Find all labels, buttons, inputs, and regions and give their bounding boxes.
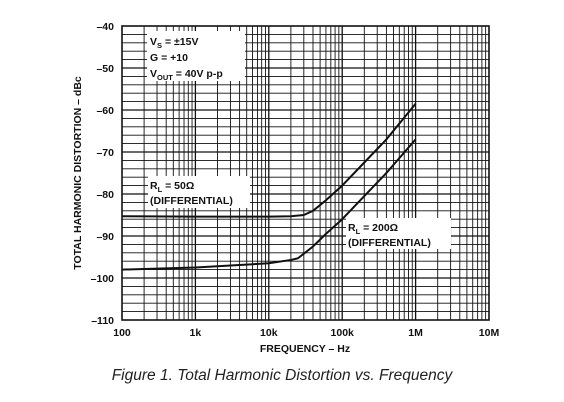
gain-condition: G = +10 — [150, 52, 188, 64]
label-rl-50-value: RL = 50Ω — [150, 180, 194, 194]
label-rl-200-background — [346, 218, 451, 249]
y-tick-label: –50 — [96, 63, 114, 75]
y-tick-label: –100 — [91, 273, 115, 285]
label-rl-200-note: (DIFFERENTIAL) — [348, 237, 431, 249]
label-rl-200: RL = 200Ω (DIFFERENTIAL) — [346, 218, 451, 249]
x-tick-label: 100 — [113, 327, 131, 339]
x-tick-label: 1k — [190, 327, 202, 339]
x-tick-labels: 100 1k 10k 100k 1M 10M — [113, 327, 499, 339]
label-rl-50-note: (DIFFERENTIAL) — [150, 195, 233, 207]
vout-condition: VOUT = 40V p-p — [150, 68, 223, 82]
y-tick-label: –110 — [91, 315, 114, 327]
test-conditions: VS = ±15V G = +10 VOUT = 40V p-p — [147, 31, 245, 82]
vs-condition: VS = ±15V — [150, 36, 198, 50]
series-line-rl-50 — [121, 103, 417, 218]
figure-caption: Figure 1. Total Harmonic Distortion vs. … — [111, 367, 453, 384]
y-tick-label: –90 — [96, 231, 114, 243]
x-axis-title: FREQUENCY – Hz — [260, 343, 350, 355]
series-line-rl-200 — [121, 138, 417, 271]
y-tick-label: –60 — [96, 105, 114, 117]
x-tick-label: 10M — [479, 327, 500, 339]
x-tick-label: 10k — [260, 327, 278, 339]
y-tick-label: –70 — [96, 147, 114, 159]
label-rl-50: RL = 50Ω (DIFFERENTIAL) — [148, 176, 250, 208]
y-tick-labels: –40 –50 –60 –70 –80 –90 –100 –110 — [91, 21, 115, 327]
plot-frame — [121, 25, 490, 321]
y-tick-label: –80 — [96, 189, 114, 201]
y-axis-title: TOTAL HARMONIC DISTORTION – dBc — [72, 76, 84, 270]
label-rl-200-value: RL = 200Ω — [348, 222, 398, 236]
series-group — [121, 103, 417, 271]
x-tick-label: 1M — [408, 327, 423, 339]
x-tick-label: 100k — [331, 327, 355, 339]
conditions-background — [147, 31, 245, 81]
label-rl-50-background — [148, 176, 250, 208]
y-tick-label: –40 — [96, 21, 114, 33]
